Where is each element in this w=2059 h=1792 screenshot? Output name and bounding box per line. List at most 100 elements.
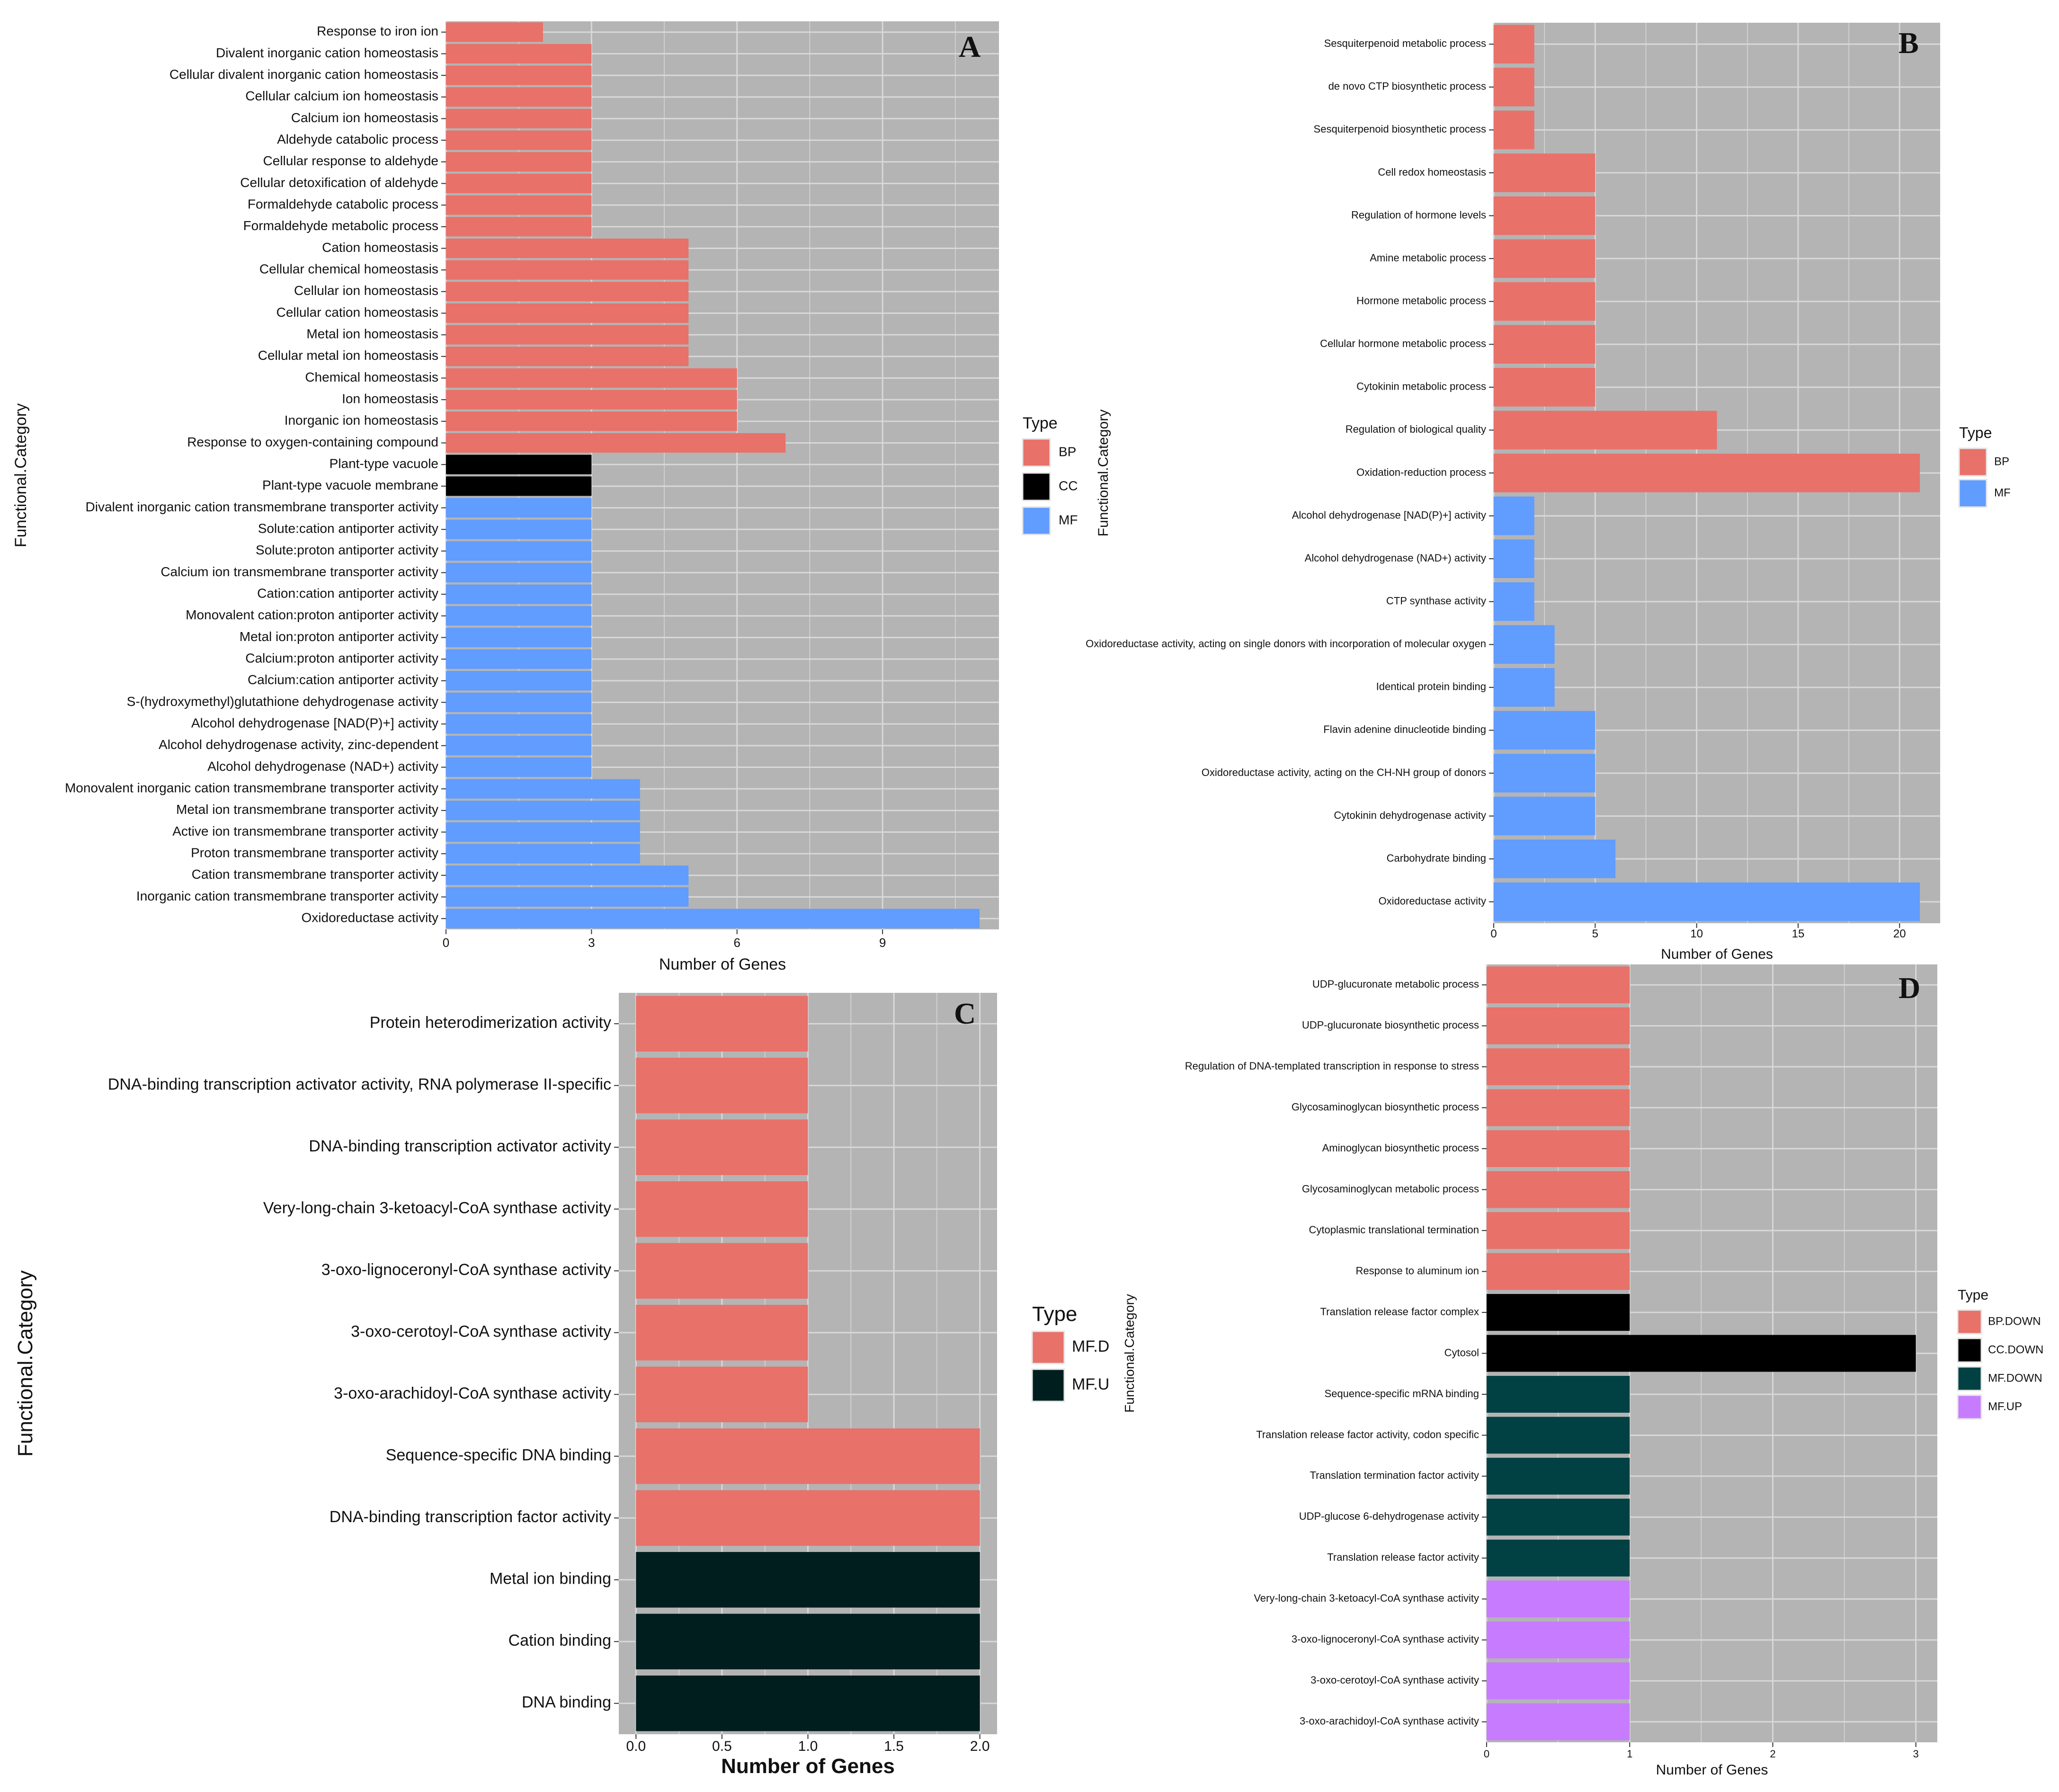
bar[interactable] <box>446 562 592 583</box>
bar[interactable] <box>1487 1621 1630 1658</box>
bar[interactable] <box>446 411 737 431</box>
bar[interactable] <box>446 606 592 626</box>
bar[interactable] <box>1487 966 1630 1004</box>
bar[interactable] <box>1487 1335 1916 1372</box>
bar[interactable] <box>446 44 592 64</box>
bar[interactable] <box>446 347 689 366</box>
bar[interactable] <box>1494 68 1534 107</box>
bar[interactable] <box>1487 1498 1630 1536</box>
bar[interactable] <box>446 195 592 215</box>
bar[interactable] <box>1487 1580 1630 1618</box>
bar[interactable] <box>446 844 640 864</box>
bar[interactable] <box>636 1366 808 1422</box>
bar[interactable] <box>446 65 592 85</box>
bar[interactable] <box>1487 1212 1630 1249</box>
bar[interactable] <box>1487 1294 1630 1331</box>
bar[interactable] <box>636 1614 980 1669</box>
bar[interactable] <box>446 390 737 410</box>
bar[interactable] <box>1494 582 1534 621</box>
bar[interactable] <box>446 822 640 842</box>
bar[interactable] <box>1487 1130 1630 1168</box>
bar[interactable] <box>1487 1376 1630 1413</box>
bar[interactable] <box>446 303 689 323</box>
bar[interactable] <box>1494 282 1596 321</box>
bar[interactable] <box>446 173 592 194</box>
bar[interactable] <box>446 779 640 799</box>
bar[interactable] <box>1487 1007 1630 1044</box>
bar[interactable] <box>1494 882 1920 921</box>
bar[interactable] <box>1487 1417 1630 1454</box>
bar[interactable] <box>636 1428 980 1484</box>
bar[interactable] <box>1494 325 1596 364</box>
bar[interactable] <box>1494 539 1534 578</box>
category-label: Cellular cation homeostasis <box>276 305 438 320</box>
bar[interactable] <box>446 671 592 691</box>
bar[interactable] <box>446 519 592 539</box>
bar[interactable] <box>1494 625 1555 664</box>
bar[interactable] <box>1494 25 1534 64</box>
bar[interactable] <box>636 1243 808 1299</box>
bar[interactable] <box>636 1305 808 1361</box>
bar[interactable] <box>446 627 592 648</box>
bar[interactable] <box>1494 410 1717 450</box>
bar[interactable] <box>636 1119 808 1175</box>
category-label: Cellular divalent inorganic cation homeo… <box>169 67 438 82</box>
bar[interactable] <box>1494 668 1555 707</box>
bar[interactable] <box>636 1676 980 1731</box>
bar[interactable] <box>1494 454 1920 492</box>
bar[interactable] <box>446 238 689 259</box>
bar[interactable] <box>446 130 592 150</box>
bar[interactable] <box>1487 1703 1630 1740</box>
bar[interactable] <box>1494 239 1596 278</box>
bar[interactable] <box>636 1181 808 1237</box>
bar[interactable] <box>1487 1171 1630 1208</box>
bar[interactable] <box>446 887 689 907</box>
bar[interactable] <box>446 368 737 388</box>
category-label: Inorganic ion homeostasis <box>285 413 438 428</box>
bar[interactable] <box>446 433 786 453</box>
bar[interactable] <box>1494 754 1596 793</box>
bar[interactable] <box>1494 711 1596 750</box>
bar[interactable] <box>446 801 640 820</box>
bar[interactable] <box>1487 1662 1630 1700</box>
bar[interactable] <box>446 909 980 928</box>
category-label: Alcohol dehydrogenase (NAD+) activity <box>207 759 438 774</box>
bar[interactable] <box>446 649 592 669</box>
bar[interactable] <box>1494 110 1534 150</box>
bar[interactable] <box>446 108 592 129</box>
bar[interactable] <box>1487 1539 1630 1577</box>
bar[interactable] <box>1487 1048 1630 1086</box>
bar[interactable] <box>1487 1089 1630 1126</box>
bar[interactable] <box>1494 196 1596 235</box>
bar[interactable] <box>446 584 592 604</box>
bar[interactable] <box>446 541 592 561</box>
bar[interactable] <box>1494 839 1616 878</box>
bar[interactable] <box>636 1058 808 1114</box>
bar[interactable] <box>446 498 592 518</box>
bar[interactable] <box>636 1490 980 1546</box>
bar[interactable] <box>446 736 592 756</box>
bar[interactable] <box>1487 1458 1630 1495</box>
bar[interactable] <box>446 455 592 474</box>
bar[interactable] <box>636 1552 980 1608</box>
bar[interactable] <box>446 22 543 42</box>
bar[interactable] <box>1494 796 1596 836</box>
bar[interactable] <box>446 260 689 280</box>
bar[interactable] <box>446 476 592 496</box>
bar[interactable] <box>1494 496 1534 535</box>
category-label: Solute:cation antiporter activity <box>258 521 438 536</box>
bar[interactable] <box>1487 1253 1630 1290</box>
bar[interactable] <box>446 714 592 734</box>
bar[interactable] <box>1494 368 1596 407</box>
bar[interactable] <box>446 325 689 345</box>
bar[interactable] <box>446 217 592 237</box>
bar[interactable] <box>446 87 592 107</box>
bar[interactable] <box>446 692 592 713</box>
bar[interactable] <box>446 152 592 172</box>
bar[interactable] <box>446 757 592 777</box>
bar[interactable] <box>636 996 808 1052</box>
category-label: UDP-glucose 6-dehydrogenase activity <box>1299 1510 1479 1522</box>
bar[interactable] <box>1494 153 1596 192</box>
bar[interactable] <box>446 865 689 885</box>
bar[interactable] <box>446 282 689 302</box>
